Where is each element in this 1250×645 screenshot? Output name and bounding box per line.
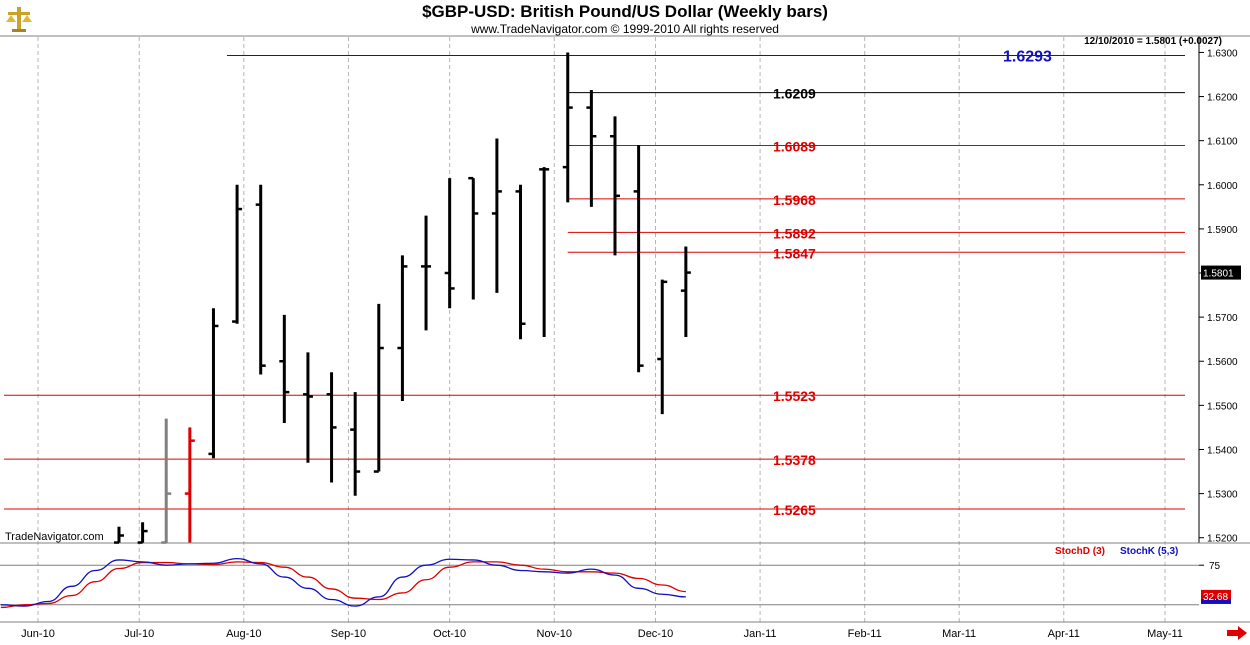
watermark: TradeNavigator.com (5, 531, 104, 543)
price-tick-label: 1.6300 (1207, 48, 1238, 59)
ohlc-bar (491, 138, 502, 293)
level-label: 1.5847 (773, 245, 816, 261)
stoch-last-label: 32.68 (1203, 592, 1228, 603)
ohlc-bar (255, 184, 266, 375)
ohlc-bar (562, 52, 573, 203)
last-price-label: 1.5801 (1203, 269, 1234, 280)
price-tick-label: 1.6000 (1207, 181, 1238, 192)
stochastic-gridlines (0, 564, 1199, 606)
price-gridlines (37, 37, 1166, 622)
chart-subtitle: www.TradeNavigator.com © 1999-2010 All r… (471, 22, 779, 36)
level-label: 1.5892 (773, 225, 816, 241)
price-tick-label: 1.5600 (1207, 357, 1238, 368)
ohlc-bar (350, 392, 361, 496)
stochk-line (0, 557, 686, 607)
price-tick-label: 1.5900 (1207, 225, 1238, 236)
chart-title: $GBP-USD: British Pound/US Dollar (Weekl… (422, 2, 828, 21)
price-tick-label: 1.5400 (1207, 445, 1238, 456)
price-tick-label: 1.6200 (1207, 93, 1238, 104)
stochd-legend: StochD (3) (1055, 546, 1105, 557)
ohlc-bar (302, 352, 313, 463)
level-label: 1.5378 (773, 452, 816, 468)
date-axis-label: Mar-11 (942, 628, 976, 640)
level-label: 1.5265 (773, 502, 816, 518)
date-axis-label: Jan-11 (744, 628, 777, 640)
price-tick-label: 1.5300 (1207, 490, 1238, 501)
date-axis-label: Sep-10 (331, 628, 366, 640)
ohlc-bar (586, 89, 597, 207)
ohlc-bar (208, 308, 219, 459)
ohlc-bar (137, 522, 148, 544)
level-label: 1.6209 (773, 86, 816, 102)
ohlc-bar (421, 215, 432, 331)
price-tick-label: 1.5500 (1207, 401, 1238, 412)
right-arrow-icon[interactable] (1226, 626, 1248, 645)
ohlc-bar (468, 176, 479, 300)
date-axis-label: Dec-10 (638, 628, 673, 640)
date-axis-label: Feb-11 (848, 628, 882, 640)
ohlc-bar (397, 255, 408, 401)
date-axis-label: Aug-10 (226, 628, 261, 640)
price-tick-label: 1.6100 (1207, 137, 1238, 148)
price-tick-label: 1.5700 (1207, 313, 1238, 324)
level-label: 1.6089 (773, 139, 816, 155)
stoch-tick-label: 75 (1209, 561, 1221, 572)
ohlc-bar (326, 372, 337, 483)
support-resistance-lines: 1.6293 1.6209 1.6089 1.5968 1.5892 1.5847 1.55… (4, 49, 1185, 518)
date-axis-label: May-11 (1147, 628, 1183, 640)
ohlc-bar (539, 167, 550, 337)
price-axis-ticks: 1.5200 1.5300 1.5400 1.5500 1.5600 1.5700 1.58… (1199, 48, 1238, 545)
ohlc-bar (184, 427, 195, 543)
stochd-line (0, 561, 686, 609)
ohlc-bar (113, 526, 124, 544)
last-price-box (1201, 265, 1241, 280)
level-label: 1.5968 (773, 192, 816, 208)
level-label: 1.6293 (1003, 49, 1052, 66)
level-label: 1.5523 (773, 388, 816, 404)
ohlc-bar (161, 418, 172, 544)
ohlc-bar (232, 184, 243, 324)
stochk-legend: StochK (5,3) (1120, 546, 1178, 557)
price-readout: 12/10/2010 = 1.5801 (+0.0027) (1084, 36, 1222, 47)
date-axis-label: Nov-10 (537, 628, 572, 640)
date-axis-label: Jul-10 (124, 628, 154, 640)
ohlc-bar (444, 178, 455, 309)
date-axis-labels: Jun-10 Jul-10 Aug-10 Sep-10 Oct-10 Nov-10 Dec-… (21, 628, 1183, 640)
date-axis-label: Jun-10 (21, 628, 55, 640)
ohlc-bar (680, 246, 691, 337)
price-tick-label: 1.5200 (1207, 534, 1238, 545)
ohlc-bar (373, 303, 384, 473)
last-price-marker: 1.5801 (1201, 265, 1241, 280)
ohlc-bar (657, 279, 668, 415)
date-axis-label: Apr-11 (1048, 628, 1080, 640)
ohlc-bar (279, 314, 290, 424)
scales-icon (4, 4, 34, 34)
ohlc-bar (609, 116, 620, 256)
stochastic-panel: 75 32.68 (0, 557, 1231, 609)
date-axis-label: Oct-10 (433, 628, 466, 640)
ohlc-bar (515, 184, 526, 340)
price-bars (113, 52, 691, 544)
stoch-last-box-k (1201, 598, 1231, 604)
ohlc-bar (633, 145, 644, 373)
